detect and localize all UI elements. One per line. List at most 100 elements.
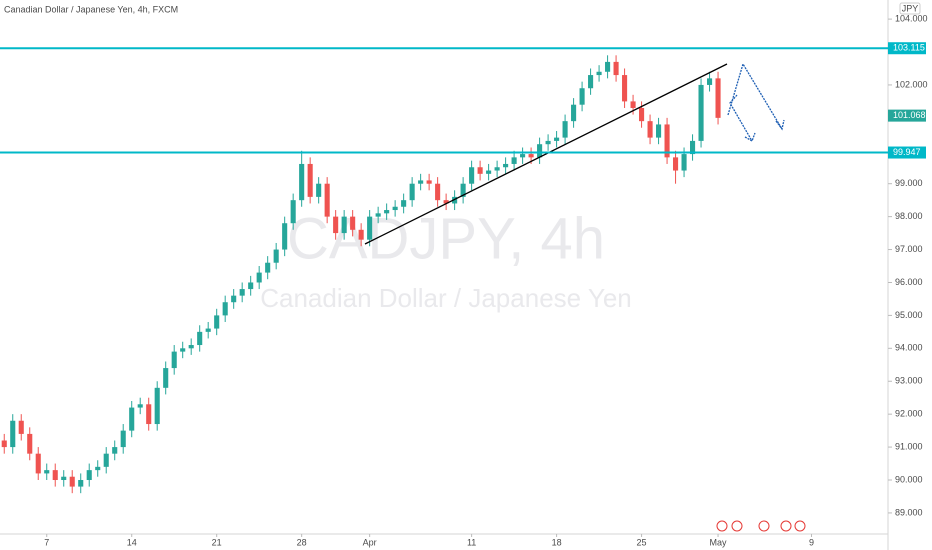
candle-body (596, 71, 602, 76)
y-tick-label: 91.000 (895, 441, 923, 451)
candle-body (239, 289, 245, 296)
candle-body (715, 78, 721, 118)
watermark: CADJPY, 4h (287, 206, 605, 271)
candle-body (613, 61, 619, 76)
x-tick-label: 11 (467, 537, 476, 547)
y-tick-label: 102.000 (895, 79, 928, 89)
candle-body (248, 282, 254, 290)
candle-body (571, 104, 577, 122)
candle-body (554, 137, 560, 141)
candle-body (622, 75, 628, 102)
candle-body (299, 163, 305, 201)
candle-body (469, 167, 475, 184)
candle-body (486, 170, 492, 174)
candle-body (562, 121, 568, 138)
candle-body (409, 183, 415, 201)
candle-body (137, 404, 143, 408)
candle-body (307, 163, 313, 197)
candle-body (316, 183, 322, 197)
plot (1, 55, 721, 494)
candle-body (358, 229, 364, 240)
y-tick-label: 104.000 (895, 13, 928, 23)
currency-box (899, 2, 921, 15)
candle-body (282, 223, 288, 250)
last-price-tag (888, 109, 926, 122)
candle-body (44, 470, 50, 474)
x-tick-label: 25 (637, 537, 647, 547)
candle-body (375, 213, 381, 217)
candle-body (392, 206, 398, 211)
x-tick-label: 7 (44, 537, 49, 547)
candle-body (35, 453, 41, 474)
candle-body (18, 420, 24, 434)
x-tick-label: Apr (363, 537, 377, 547)
candle-body (664, 124, 670, 158)
candle-body (52, 470, 58, 481)
candle-body (673, 157, 679, 171)
candle-body (205, 328, 211, 332)
candle-body (460, 183, 466, 197)
candle-body (69, 476, 75, 487)
y-tick-label: 97.000 (895, 244, 923, 254)
x-tick-label: May (710, 537, 728, 547)
candle-body (426, 180, 432, 184)
icon (794, 520, 806, 532)
candle-body (647, 121, 653, 138)
candle-body (384, 210, 390, 214)
candle-body (656, 124, 662, 138)
currency: JPY (902, 3, 919, 13)
candle-body (503, 163, 509, 168)
y-tick-label: 98.000 (895, 211, 923, 221)
candle-body (146, 404, 152, 425)
candle-body (367, 216, 373, 240)
candle-body (435, 183, 441, 201)
trend-line (364, 63, 728, 245)
candle-body (265, 262, 271, 273)
forecast-arrows (727, 62, 785, 142)
toolbar-icons (716, 520, 806, 532)
candle-body (129, 407, 135, 431)
candle-body (154, 387, 160, 425)
icon (758, 520, 770, 532)
icon (716, 520, 728, 532)
chart-title: Canadian Dollar / Japanese Yen, 4h, FXCM (4, 4, 178, 14)
y-tick-label: 96.000 (895, 277, 923, 287)
candle-body (520, 154, 526, 158)
candle-body (639, 107, 645, 122)
candle-body (171, 351, 177, 369)
y-tick-label: 99.000 (895, 178, 923, 188)
candle-body (86, 470, 92, 481)
icon (780, 520, 792, 532)
candle-body (588, 75, 594, 89)
candle-body (112, 447, 118, 454)
level-label: 103.115 (893, 43, 925, 53)
candle-body (163, 368, 169, 388)
candle-body (477, 167, 483, 174)
x-tick-label: 21 (212, 537, 222, 547)
y-tick-label: 93.000 (895, 376, 923, 386)
candle-body (324, 183, 330, 217)
candle-body (27, 433, 33, 454)
watermark-subtitle: Canadian Dollar / Japanese Yen (260, 283, 632, 313)
candle-body (537, 144, 543, 158)
candle-body (10, 420, 16, 448)
candle-body (698, 84, 704, 141)
x-tick-label: 9 (809, 537, 814, 547)
candle-body (78, 480, 84, 487)
candle-body (681, 154, 687, 171)
x-tick-label: 14 (127, 537, 137, 547)
icon (731, 520, 743, 532)
y-tick-label: 90.000 (895, 474, 923, 484)
level-label: 99.947 (893, 147, 921, 157)
candle-body (197, 331, 203, 346)
x-tick-label: 18 (552, 537, 562, 547)
candle-body (61, 476, 67, 481)
candle-body (222, 302, 228, 316)
candle-body (231, 295, 237, 303)
candle-body (350, 216, 356, 230)
y-tick-label: 95.000 (895, 310, 923, 320)
candle-body (579, 88, 585, 105)
candle-body (180, 348, 186, 352)
candle-body (290, 200, 296, 224)
